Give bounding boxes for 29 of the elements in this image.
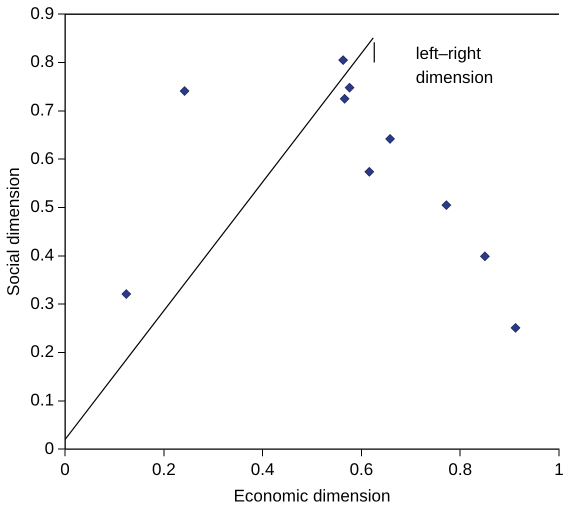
- y-axis-title: Social dimension: [4, 167, 23, 296]
- point: [340, 94, 350, 104]
- x-tick-label: 1: [554, 460, 564, 480]
- x-tick-label: 0.2: [152, 460, 176, 480]
- x-tick-label: 0.4: [250, 460, 274, 480]
- point: [121, 289, 132, 299]
- point: [344, 82, 354, 92]
- y-tick-label: 0.7: [30, 100, 54, 120]
- point: [480, 252, 490, 262]
- y-tick-label: 0: [44, 438, 54, 458]
- y-tick-label: 0.2: [30, 342, 54, 362]
- y-tick-label: 0.6: [30, 148, 54, 168]
- point: [385, 134, 395, 144]
- y-tick-label: 0.8: [30, 52, 54, 72]
- x-axis-title: Economic dimension: [234, 486, 390, 506]
- y-tick-label: 0.5: [30, 197, 54, 216]
- y-tick-label: 0.9: [30, 4, 54, 23]
- x-tick-label: 0.8: [448, 460, 472, 480]
- x-tick-label: 0.6: [350, 460, 374, 480]
- point: [442, 200, 452, 210]
- point: [338, 55, 348, 65]
- point: [180, 86, 190, 96]
- x-tick-label: 0: [60, 460, 70, 480]
- y-tick-label: 0.4: [30, 246, 54, 265]
- y-tick-label: 0.3: [30, 294, 54, 313]
- point: [510, 323, 520, 333]
- y-tick-label: 0.1: [30, 390, 54, 410]
- annotation: left–right dimension: [416, 44, 494, 88]
- point: [364, 166, 374, 177]
